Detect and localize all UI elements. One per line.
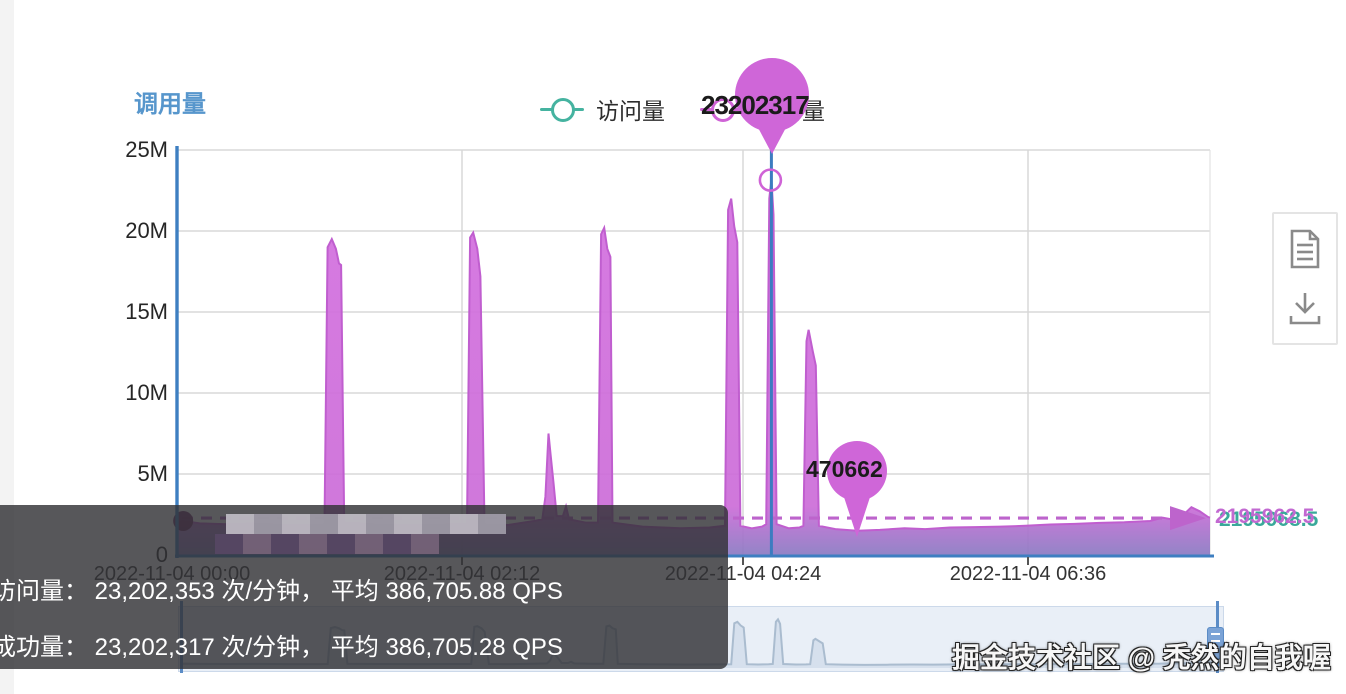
- secondary-point-value: 470662: [806, 456, 883, 482]
- chart-title: 调用量: [134, 91, 206, 118]
- legend-item-visits[interactable]: 访问量: [540, 92, 665, 126]
- pin-tail: [754, 120, 790, 154]
- download-button[interactable]: [1285, 287, 1325, 329]
- y-axis-label: 10M: [125, 380, 168, 405]
- pin-tail: [842, 491, 872, 537]
- document-icon: [1290, 229, 1320, 269]
- pin-head: [735, 58, 809, 132]
- visits-series-icon: [540, 97, 584, 122]
- tooltip-visits-line: 访问量： 23,202,353 次/分钟， 平均 386,705.88 QPS: [0, 578, 563, 605]
- y-axis-label: 20M: [125, 218, 168, 243]
- data-view-button[interactable]: [1285, 228, 1325, 270]
- datazoom-right-handle[interactable]: [1207, 627, 1224, 659]
- censored-tooltip-title: [226, 514, 506, 534]
- max-point-pin-marker: [735, 58, 809, 154]
- y-axis-label: 25M: [125, 137, 168, 162]
- chart-toolbar: [1272, 212, 1338, 345]
- download-icon: [1289, 293, 1321, 325]
- x-axis-label: 2022-11-04 06:36: [949, 563, 1107, 585]
- selected-point-value: 23202317: [701, 90, 810, 120]
- y-axis-label: 5M: [137, 461, 168, 486]
- legend-label-visits: 访问量: [596, 98, 665, 124]
- y-axis-label: 15M: [125, 299, 168, 324]
- avg-line-label-visits: 2195968.5: [1219, 508, 1319, 531]
- chart-plot-area[interactable]: [178, 150, 1210, 555]
- success-series-icon: [700, 97, 744, 122]
- chart-tooltip: 访问量： 23,202,353 次/分钟， 平均 386,705.88 QPS …: [0, 505, 728, 669]
- min-point-pin-marker: [827, 441, 887, 537]
- censored-tooltip-title-row2: [215, 534, 439, 554]
- watermark: 掘金技术社区 @ 秃然的自我喔: [952, 642, 1331, 673]
- tooltip-success-line: 成功量： 23,202,317 次/分钟， 平均 386,705.28 QPS: [0, 634, 563, 661]
- avg-line-label-success: 2195962.5: [1215, 505, 1315, 528]
